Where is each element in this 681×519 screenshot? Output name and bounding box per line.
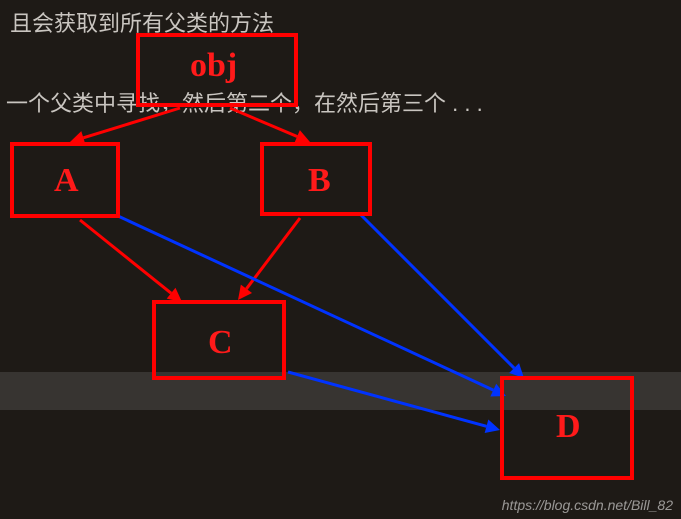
node-C-label: C [208,324,233,362]
node-B-label: B [308,162,331,200]
node-A-label: A [54,162,79,200]
node-obj: obj [136,33,298,107]
node-D: D [500,376,634,480]
node-D-label: D [556,408,581,446]
watermark-text: https://blog.csdn.net/Bill_82 [502,497,673,513]
node-C: C [152,300,286,380]
node-obj-label: obj [190,47,237,85]
node-A: A [10,142,120,218]
diagram-canvas: 且会获取到所有父类的方法 一个父类中寻找，然后第二个，在然后第三个 . . . … [0,0,681,519]
node-B: B [260,142,372,216]
